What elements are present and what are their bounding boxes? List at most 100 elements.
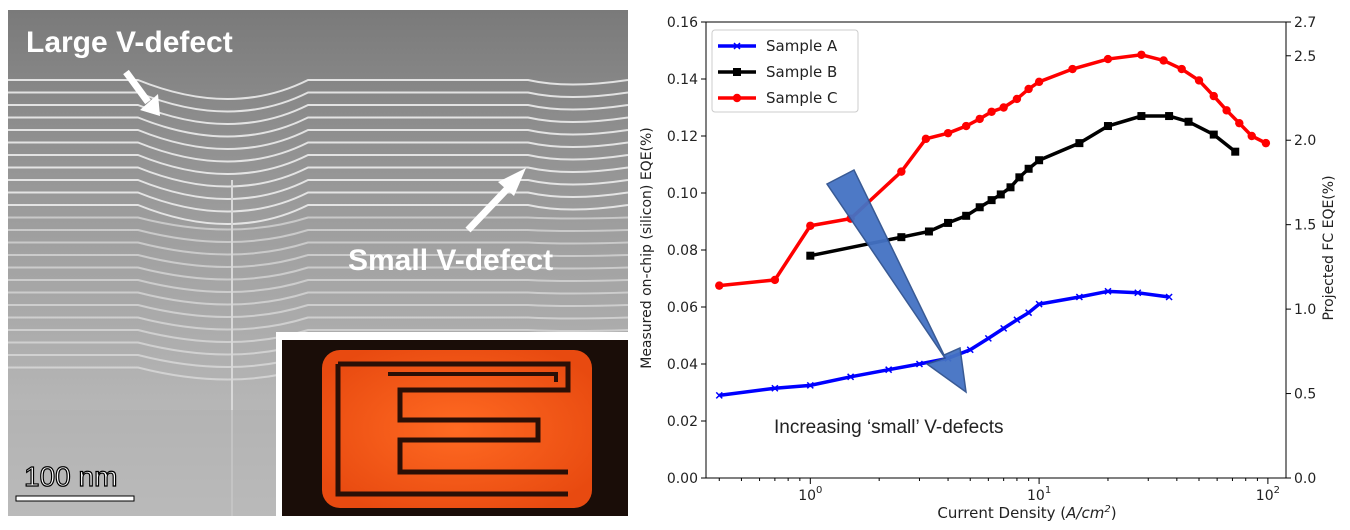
data-point: [996, 190, 1005, 199]
series-sample-b: [806, 112, 1240, 260]
data-point: [885, 366, 893, 374]
data-point: [915, 360, 924, 368]
y-right-tick-label: 0.0: [1294, 471, 1316, 487]
data-point: [732, 93, 742, 103]
data-point: [1209, 130, 1218, 139]
data-point: [806, 381, 814, 389]
data-point: [1103, 54, 1113, 64]
data-point: [924, 227, 933, 236]
data-point: [715, 281, 724, 290]
tem-image: Large V-defect Small V-defect 100 nm: [8, 10, 628, 516]
data-point: [1034, 77, 1044, 87]
data-point: [1177, 64, 1186, 74]
data-point: [1103, 122, 1112, 131]
data-point: [921, 134, 931, 144]
data-point: [806, 221, 815, 230]
data-point: [1159, 56, 1168, 65]
legend-box: [711, 29, 859, 113]
data-point: [1024, 164, 1033, 173]
x-tick-label: 102: [1256, 485, 1280, 504]
data-point: [1006, 183, 1015, 192]
y-left-tick-label: 0.08: [667, 243, 698, 259]
data-point: [944, 218, 953, 227]
legend-label: Sample B: [766, 63, 837, 81]
data-point: [984, 334, 992, 342]
data-point: [1024, 84, 1033, 94]
y-left-tick-label: 0.12: [667, 129, 698, 145]
y-left-tick-label: 0.10: [667, 186, 698, 202]
data-point: [975, 203, 984, 212]
data-point: [806, 251, 815, 260]
data-point: [966, 346, 974, 354]
series-sample-a: [715, 287, 1173, 399]
data-point: [1231, 147, 1240, 156]
y-right-tick-label: 1.0: [1294, 302, 1316, 318]
data-point: [1134, 289, 1142, 297]
micrograph-panel: Large V-defect Small V-defect 100 nm: [8, 10, 628, 516]
data-point: [770, 275, 780, 285]
y-left-tick-label: 0.04: [667, 357, 698, 373]
data-point: [987, 107, 996, 116]
x-axis-label: Current Density (A/cm2): [937, 504, 1116, 522]
eqe-chart: 0.00 0.02 0.04 0.06 0.08 0.10 0.12 0.14 0.16 0.0…: [636, 0, 1350, 526]
data-point: [1025, 309, 1033, 317]
scale-bar: [15, 495, 135, 502]
large-v-defect-label: Large V-defect: [26, 26, 233, 59]
data-point: [897, 167, 906, 176]
y-right-tick-label: 2.7: [1294, 15, 1316, 31]
data-point: [1035, 300, 1043, 308]
scale-bar-label: 100 nm: [24, 461, 117, 492]
data-point: [1075, 139, 1084, 148]
y-right-tick-label: 0.5: [1294, 387, 1316, 403]
data-point: [1000, 324, 1008, 332]
chart-canvas: 0.00 0.02 0.04 0.06 0.08 0.10 0.12 0.14 0.16 0.0…: [639, 15, 1337, 522]
data-point: [1165, 112, 1174, 121]
y-axis-right-label: Projected FC EQE(%): [1321, 175, 1337, 320]
series-line: [719, 289, 1170, 398]
y-axis-left-label: Measured on-chip (silicon) EQE(%): [639, 127, 655, 369]
data-point: [897, 233, 906, 242]
x-tick-label: 100: [798, 485, 822, 504]
data-point: [943, 128, 953, 138]
data-point: [975, 114, 984, 124]
data-point: [1068, 64, 1077, 74]
y-left-tick-label: 0.00: [667, 471, 698, 487]
y-left-tick-label: 0.02: [667, 414, 698, 430]
trend-arrow: [825, 168, 967, 394]
data-point: [1261, 138, 1271, 148]
annotation-text: Increasing ‘small’ V-defects: [774, 417, 1004, 438]
data-point: [771, 384, 779, 392]
data-point: [1222, 106, 1231, 115]
legend: Sample A Sample B Sample C: [711, 29, 859, 113]
y-left-tick-label: 0.14: [667, 72, 698, 88]
data-point: [733, 68, 741, 76]
x-tick-label: 101: [1027, 485, 1051, 504]
data-point: [733, 42, 741, 50]
data-point: [1012, 94, 1022, 104]
data-point: [847, 373, 855, 381]
data-point: [999, 103, 1008, 112]
y-left-tick-label: 0.06: [667, 300, 698, 316]
series-sample-c: [715, 50, 1271, 290]
data-point: [1013, 316, 1021, 324]
data-point: [1184, 117, 1193, 126]
y-right-tick-label: 2.5: [1294, 49, 1316, 65]
data-point: [1035, 156, 1044, 165]
data-point: [1194, 76, 1204, 85]
data-point: [1137, 112, 1146, 121]
y-right-tick-label: 1.5: [1294, 218, 1316, 234]
inset-emission-image: [276, 332, 628, 516]
legend-label: Sample C: [766, 89, 837, 107]
data-point: [987, 196, 996, 205]
y-right-tick-label: 2.0: [1294, 133, 1316, 149]
data-point: [1235, 118, 1244, 128]
data-point: [1104, 287, 1112, 295]
small-v-defect-label: Small V-defect: [348, 244, 553, 277]
data-point: [961, 121, 971, 131]
data-point: [715, 391, 723, 399]
data-point: [1165, 293, 1173, 301]
data-point: [962, 211, 971, 220]
data-point: [1075, 293, 1083, 301]
y-left-tick-label: 0.16: [667, 15, 698, 31]
data-point: [1015, 173, 1024, 182]
